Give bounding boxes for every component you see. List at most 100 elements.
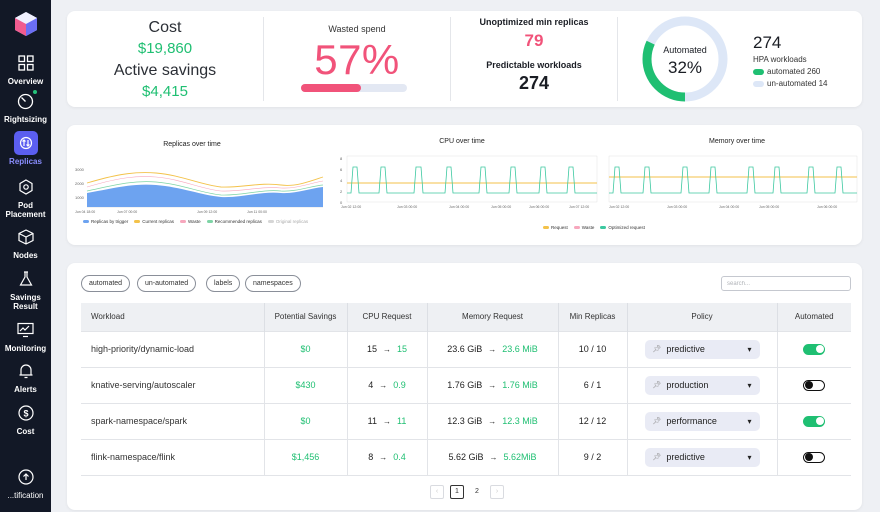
svg-text:0: 0 [340,200,343,205]
search-input[interactable] [721,276,851,291]
sidebar-item-label: Monitoring [4,344,47,353]
donut-label: Automated [663,45,707,55]
y-tick: 1000 [75,195,85,200]
next-page-button[interactable]: › [490,485,504,499]
cube-icon [17,229,34,245]
monitor-icon [17,322,34,338]
svg-text:Jun 04 00:00: Jun 04 00:00 [719,205,739,209]
workload-name[interactable]: knative-serving/autoscaler [81,367,265,404]
arrow-right-icon: → [488,381,497,390]
cpu-request: 15 → 15 [347,330,428,368]
hpa-total: 274 [753,33,782,52]
page-button-1[interactable]: 1 [450,485,464,499]
wasted-percent: 57% [314,36,400,83]
policy-dropdown[interactable]: 📌︎ performance ▾ [644,411,760,431]
prev-page-button[interactable]: ‹ [430,485,444,499]
min-replicas: 10 / 10 [558,330,628,368]
app-logo-icon[interactable] [13,11,39,37]
sidebar-item-savings-result[interactable]: Savings Result [0,267,51,311]
sidebar-item-rightsizing[interactable]: Rightsizing [0,89,51,124]
automated-cell [777,367,851,404]
column-header-workload[interactable]: Workload [81,303,265,331]
memory-chart-title: Memory over time [708,138,765,145]
chevron-down-icon: ▾ [747,344,752,354]
filter-chip-namespaces[interactable]: namespaces [245,275,301,292]
svg-text:Jun 05 00:00: Jun 05 00:00 [491,205,511,209]
column-header-replicas[interactable]: Min Replicas [558,303,628,331]
arrow-right-icon: → [488,417,497,426]
legend-unautomated: un-automated 14 [753,79,828,88]
automation-toggle[interactable] [803,379,826,391]
workload-name[interactable]: high-priority/dynamic-load [81,330,265,368]
x-tick: Jun 09 12:00 [197,210,217,214]
sidebar-item-replicas[interactable]: Replicas [0,131,51,166]
predictable-value: 274 [518,73,550,93]
filter-chip-unautomated[interactable]: un-automated [137,275,197,292]
cost-summary: Cost $19,860 Active savings $4,415 [67,19,263,100]
sidebar-item-nodes[interactable]: Nodes [0,225,51,260]
predictable-title: Predictable workloads [486,60,582,70]
workload-name[interactable]: spark-namespace/spark [81,403,265,440]
column-header-policy[interactable]: Policy [627,303,778,331]
sidebar: Overview Rightsizing Replicas Pod Placem… [0,0,51,512]
column-header-memory[interactable]: Memory Request [427,303,559,331]
sidebar-item-overview[interactable]: Overview [0,51,51,86]
workload-name[interactable]: flink-namespace/flink [81,439,265,476]
cpu-chart: 8 6 4 2 0 Jun 02 12:00 Jun 03 00:00 Jun … [340,155,598,209]
sidebar-item-label: Alerts [14,385,37,394]
sidebar-item-notification[interactable]: ...tification [0,465,51,500]
sidebar-item-pod-placement[interactable]: Pod Placement [0,175,51,219]
min-replicas: 12 / 12 [558,403,628,440]
svg-text:Jun 02 12:00: Jun 02 12:00 [341,205,361,209]
policy-dropdown[interactable]: 📌︎ predictive ▾ [644,339,760,359]
column-header-cpu[interactable]: CPU Request [347,303,428,331]
pin-icon: 📌︎ [652,382,662,389]
table-row[interactable]: spark-namespace/spark $0 11 → 11 12.3 GiB → 12.… [81,403,851,440]
sidebar-item-monitoring[interactable]: Monitoring [0,318,51,353]
unoptimized-value: 79 [524,31,544,50]
savings-label: Active savings [113,62,217,79]
savings-value: $4,415 [142,83,188,100]
table-row[interactable]: flink-namespace/flink $1,456 8 → 0.4 5.62 GiB… [81,439,851,476]
automation-toggle[interactable] [803,451,826,463]
memory-request: 12.3 GiB → 12.3 MiB [427,403,559,440]
chevron-down-icon: ▾ [747,380,752,390]
cpu-request: 4 → 0.9 [347,367,428,404]
sidebar-item-label: Nodes [13,251,38,260]
memory-chart: Jun 02 12:00 Jun 03 00:00 Jun 04 00:00 J… [608,155,858,209]
grid-icon [17,55,34,71]
automated-cell [777,439,851,476]
automation-toggle[interactable] [803,415,826,427]
replicas-summary: Unoptimized min replicas 79 Predictable … [451,11,617,107]
wasted-spend: Wasted spend 57% [264,11,450,107]
potential-savings: $0 [264,330,348,368]
sidebar-item-label: Replicas [9,157,42,166]
automation-toggle[interactable] [803,343,826,355]
sidebar-item-alerts[interactable]: Alerts [0,359,51,394]
replicas-chart-legend: Replicas by trigger Current replicas Was… [83,219,308,224]
hex-icon [18,179,33,195]
memory-request: 1.76 GiB → 1.76 MiB [427,367,559,404]
table-row[interactable]: knative-serving/autoscaler $430 4 → 0.9 1.76 … [81,367,851,404]
memory-request: 23.6 GiB → 23.6 MiB [427,330,559,368]
svg-text:6: 6 [340,167,343,172]
y-tick: 3000 [75,167,85,172]
table-row[interactable]: high-priority/dynamic-load $0 15 → 15 23.6 Gi… [81,330,851,368]
column-header-savings[interactable]: Potential Savings [264,303,348,331]
legend-automated: automated 260 [753,67,828,76]
pin-icon: 📌︎ [652,418,662,425]
svg-text:Jun 06 00:00: Jun 06 00:00 [529,205,549,209]
page-button-2[interactable]: 2 [470,485,484,499]
automated-cell [777,330,851,368]
min-replicas: 9 / 2 [558,439,628,476]
svg-text:Jun 06 00:00: Jun 06 00:00 [817,205,837,209]
policy-dropdown[interactable]: 📌︎ production ▾ [644,375,760,395]
policy-dropdown[interactable]: 📌︎ predictive ▾ [644,447,760,467]
filter-chip-automated[interactable]: automated [81,275,131,292]
column-header-automated[interactable]: Automated [777,303,851,331]
filter-chip-labels[interactable]: labels [206,275,241,292]
notification-dot [31,89,38,95]
sidebar-item-label: Overview [7,77,44,86]
sidebar-item-cost[interactable]: $ Cost [0,401,51,436]
charts-card: Replicas over time 3000 2000 1000 Jun 04… [67,125,862,245]
